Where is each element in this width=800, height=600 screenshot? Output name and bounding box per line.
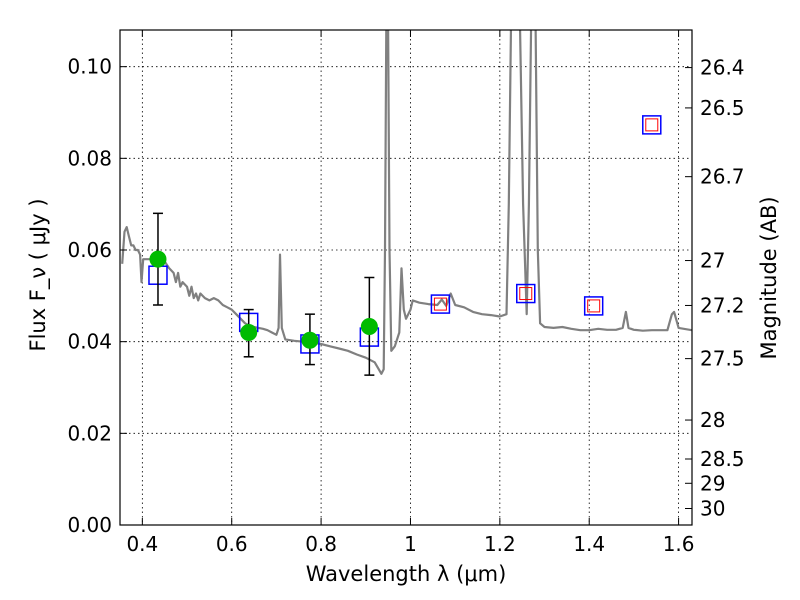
model-photometry-square: [642, 115, 662, 135]
observed-flux-point: [149, 250, 167, 268]
x-tick-label: 1.2: [484, 532, 516, 556]
right-tick-label: 26.7: [700, 165, 745, 189]
model-photometry-square: [583, 296, 604, 316]
observed-flux-point: [360, 318, 378, 336]
y-tick-label: 0.08: [67, 146, 112, 170]
right-tick-label: 27.5: [700, 347, 745, 371]
right-tick-label: 27.2: [700, 293, 745, 317]
x-tick-label: 1.4: [573, 532, 605, 556]
right-tick-label: 30: [700, 497, 725, 521]
right-tick-label: 28: [700, 408, 725, 432]
y-tick-label: 0.04: [67, 330, 112, 354]
y-tick-label: 0.00: [67, 513, 112, 537]
right-tick-label: 29: [700, 471, 725, 495]
observed-flux-point: [301, 331, 319, 349]
upper-limit-square: [645, 118, 659, 132]
x-axis-title: Wavelength λ (μm): [306, 562, 507, 586]
x-tick-label: 0.6: [216, 532, 248, 556]
x-tick-label: 0.8: [305, 532, 337, 556]
model-photometry-square: [516, 283, 536, 304]
y-tick-label: 0.06: [67, 238, 112, 262]
axes: 0.4 0.6 0.8 1 1.2 1.4 1.6 0.00 0.02 0.04 0.06 0.08 0…: [67, 29, 745, 556]
upper-limit-square: [433, 297, 447, 311]
plot-area: [121, 30, 692, 376]
model-photometry-square: [430, 294, 451, 314]
upper-limit-square: [519, 287, 533, 301]
x-tick-label: 1: [404, 532, 417, 556]
x-tick-label: 0.4: [126, 532, 158, 556]
upper-limit-square: [587, 299, 601, 313]
y-tick-label: 0.10: [67, 55, 112, 79]
y-axis-title: Flux F_ν ( μJy ): [26, 198, 51, 351]
grid-lines: [120, 30, 692, 526]
right-tick-label: 26.4: [700, 56, 745, 80]
x-tick-label: 1.6: [663, 532, 695, 556]
model-spectrum-line: [121, 30, 692, 375]
plot-frame: [119, 29, 693, 526]
right-axis-title: Magnitude (AB): [757, 196, 781, 359]
right-tick-label: 26.5: [700, 96, 745, 120]
observed-flux-point: [240, 324, 258, 341]
y-tick-label: 0.02: [67, 421, 112, 445]
right-tick-label: 28.5: [700, 447, 745, 471]
right-tick-label: 27: [700, 249, 725, 273]
